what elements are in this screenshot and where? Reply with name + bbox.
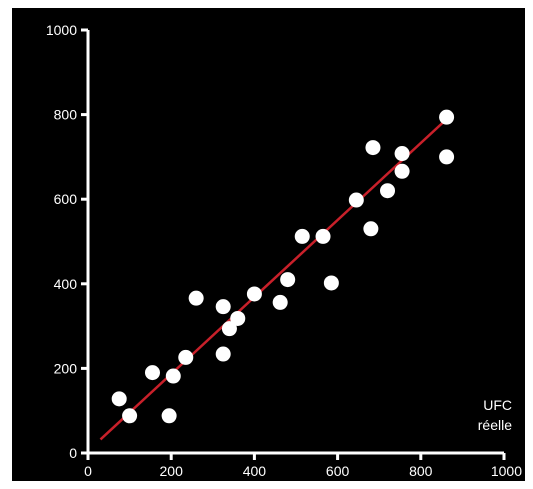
data-point [315,228,331,244]
data-point [188,290,204,306]
chart-panel: 0 200 400 600 800 1000 0 200 400 600 800 1000 UFC rée… [12,8,525,481]
y-tick-label: 800 [54,107,78,123]
x-tick-label: 200 [160,463,184,479]
data-point [363,221,379,237]
data-point [111,391,127,407]
data-point [394,146,410,162]
x-tick-label: 400 [243,463,267,479]
y-tick-label: 400 [54,276,78,292]
data-point [215,346,231,362]
data-point [365,140,381,156]
fit-line [99,117,449,441]
data-point [161,408,177,424]
scatter-chart: 0 200 400 600 800 1000 0 200 400 600 800 1000 UFC rée… [46,22,522,479]
data-point [165,368,181,384]
axes [81,28,506,460]
y-tick-label: 200 [54,360,78,376]
data-point [144,365,160,381]
data-point [439,109,455,125]
data-point [348,192,364,208]
x-axis-title-line: UFC [483,397,512,413]
data-point [380,183,396,199]
data-point [122,408,138,424]
data-point [394,163,410,179]
data-point [230,310,246,326]
data-point [280,272,296,288]
data-point [221,321,237,337]
data-point [294,228,310,244]
labels-layer: 0 200 400 600 800 1000 0 200 400 600 800 1000 UFC rée… [46,22,522,479]
data-point [215,299,231,315]
y-tick-label: 1000 [46,22,77,38]
data-point [272,294,288,310]
data-point [323,275,339,291]
data-point [178,349,194,365]
fit-line-layer [99,117,449,441]
x-tick-label: 600 [326,463,350,479]
x-axis-title-line: réelle [478,417,512,433]
points-layer [111,109,455,424]
y-tick-label: 600 [54,191,78,207]
x-tick-label: 0 [84,463,92,479]
data-point [439,149,455,165]
data-point [246,286,262,302]
x-tick-label: 800 [409,463,433,479]
x-tick-label: 1000 [491,463,522,479]
y-tick-label: 0 [69,445,77,461]
